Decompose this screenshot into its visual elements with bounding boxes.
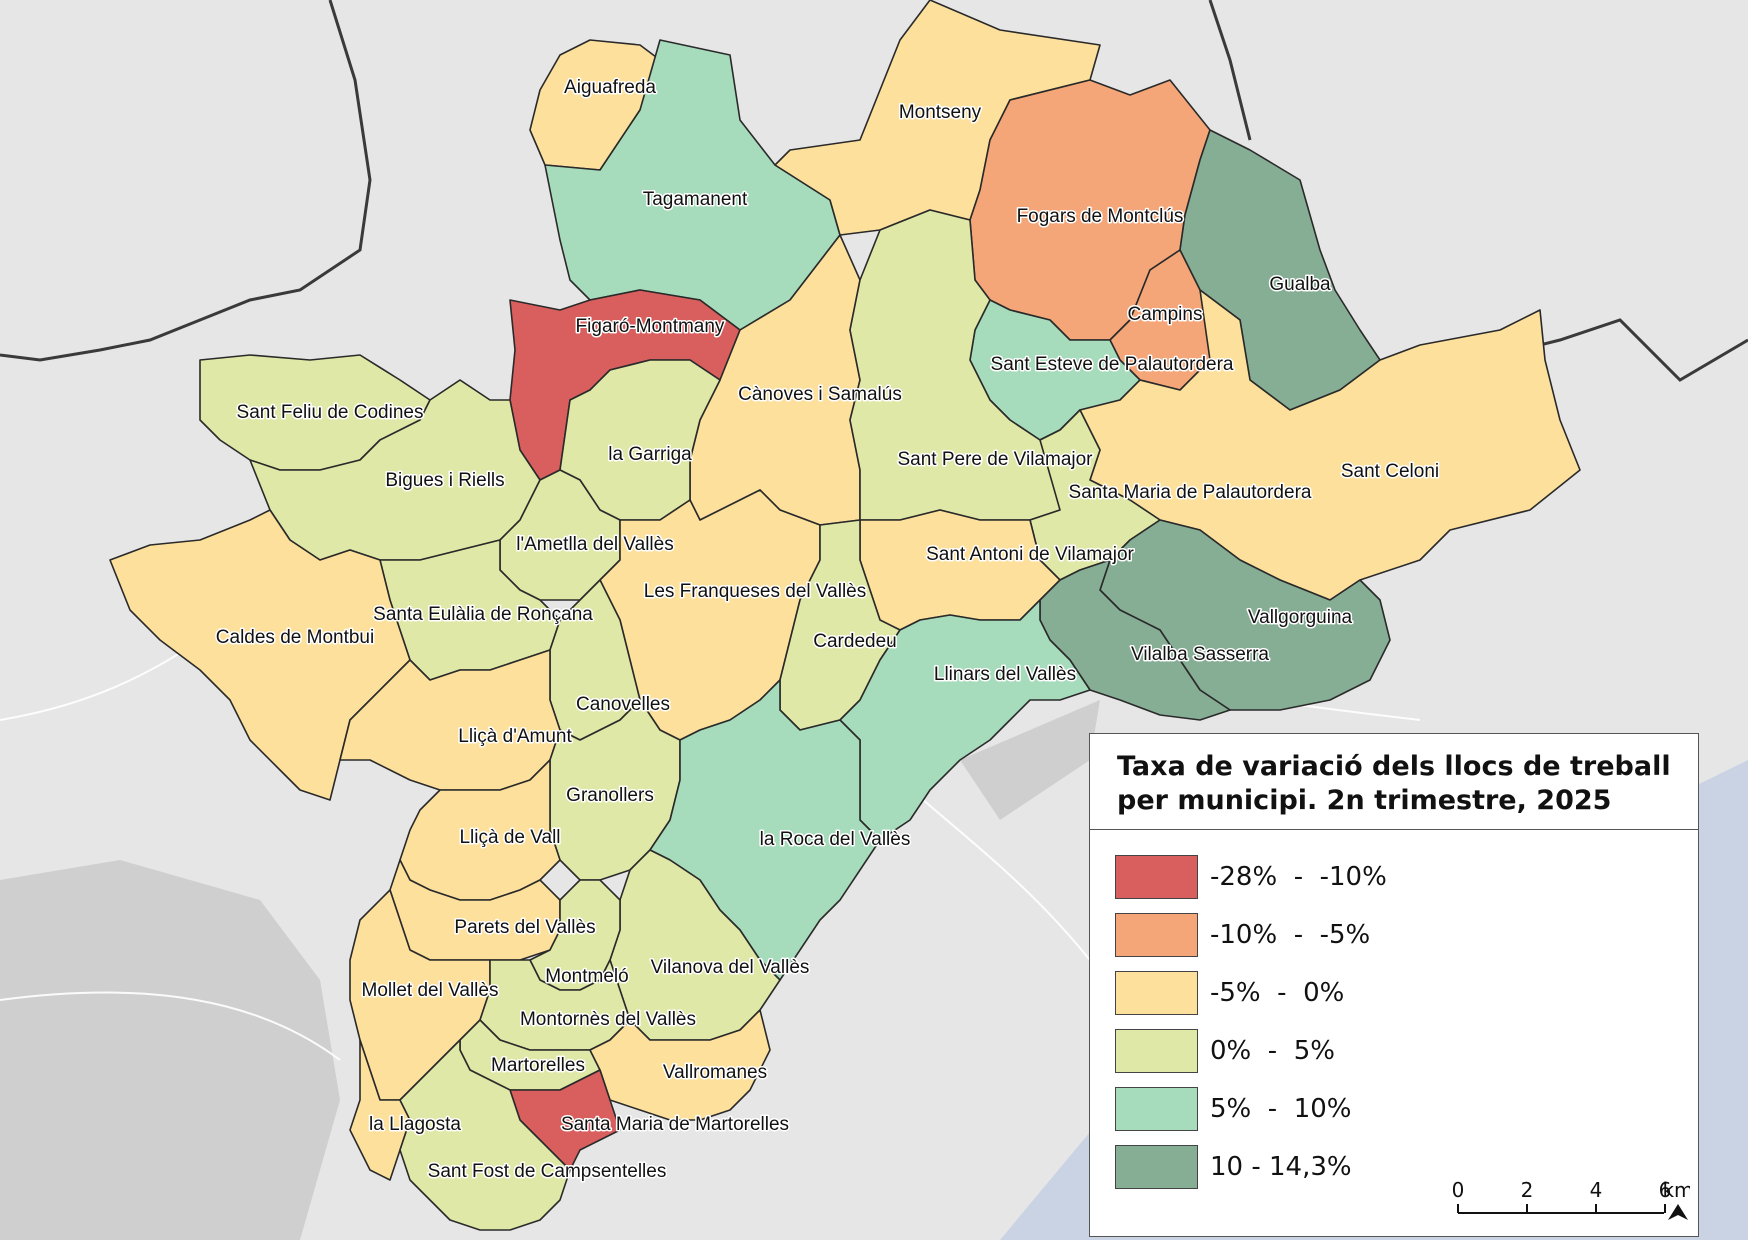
municipality-label-vilalba: Vilalba Sasserra (1131, 644, 1269, 665)
legend-label: -28% - -10% (1210, 862, 1387, 892)
municipality-label-bigues: Bigues i Riells (385, 470, 504, 491)
municipality-label-vilanova: Vilanova del Vallès (651, 957, 810, 978)
legend-label: 10 - 14,3% (1210, 1152, 1352, 1182)
legend-label: 0% - 5% (1210, 1036, 1335, 1066)
legend: Taxa de variació dels llocs de treball p… (1089, 733, 1699, 1237)
legend-label: 5% - 10% (1210, 1094, 1352, 1124)
municipality-santfost (399, 1039, 571, 1231)
municipality-label-vallromanes: Vallromanes (663, 1062, 767, 1083)
urban-area (960, 700, 1100, 820)
municipality-label-canovelles: Canovelles (576, 694, 670, 715)
municipality-label-montmelo: Montmeló (545, 966, 628, 987)
legend-swatch (1115, 1087, 1198, 1131)
municipality-label-santamariapal: Santa Maria de Palautordera (1069, 482, 1312, 503)
municipality-santceloni (1079, 289, 1581, 601)
municipality-label-montseny: Montseny (899, 102, 982, 123)
municipality-label-lagarriga: la Garriga (608, 444, 692, 465)
urban-area (0, 860, 340, 1240)
scale-tick-label: 0 (1452, 1178, 1465, 1202)
municipality-label-granollers: Granollers (566, 785, 654, 806)
legend-item: -10% - -5% (1115, 912, 1370, 958)
north-arrow-icon (1668, 1204, 1688, 1220)
municipality-label-canoves: Cànoves i Samalús (738, 384, 902, 405)
region-border (0, 0, 372, 362)
municipality-label-llicavall: Lliçà de Vall (459, 827, 560, 848)
municipality-label-cardedeu: Cardedeu (813, 631, 896, 652)
scale-tick-label: 4 (1590, 1178, 1603, 1202)
municipality-label-figaro: Figaró-Montmany (576, 316, 725, 337)
legend-swatch (1115, 1145, 1198, 1189)
legend-swatch (1115, 1029, 1198, 1073)
legend-swatch (1115, 971, 1198, 1015)
municipality-label-llicamunt: Lliçà d'Amunt (458, 726, 572, 747)
legend-label: -10% - -5% (1210, 920, 1371, 950)
legend-item: -28% - -10% (1115, 854, 1387, 900)
municipality-label-tagamanent: Tagamanent (643, 189, 748, 210)
municipality-label-santesteve: Sant Esteve de Palautordera (991, 354, 1234, 375)
municipality-label-santpere: Sant Pere de Vilamajor (897, 449, 1093, 470)
scale-unit: km (1662, 1178, 1690, 1202)
scale-bar: 0 2 4 6 km (1452, 1178, 1690, 1220)
municipality-label-montornes: Montornès del Vallès (520, 1009, 696, 1030)
municipality-label-santantoni: Sant Antoni de Vilamajor (926, 544, 1134, 565)
legend-item: -5% - 0% (1115, 970, 1344, 1016)
municipality-label-santfost: Sant Fost de Campsentelles (428, 1161, 667, 1182)
municipality-label-aiguafreda: Aiguafreda (564, 77, 656, 98)
municipality-label-santceloni: Sant Celoni (1341, 461, 1439, 482)
municipality-label-santfeliu: Sant Feliu de Codines (237, 402, 424, 423)
municipality-label-santamariamart: Santa Maria de Martorelles (561, 1114, 789, 1135)
municipality-label-llagosta: la Llagosta (369, 1114, 461, 1135)
scale-tick-label: 6 (1659, 1178, 1672, 1202)
municipality-label-mollet: Mollet del Vallès (362, 980, 499, 1001)
municipality-vallromanes (589, 1009, 771, 1121)
legend-title: Taxa de variació dels llocs de treball p… (1090, 734, 1698, 830)
municipality-label-caldes: Caldes de Montbui (216, 627, 374, 648)
municipality-label-vallgorguina: Vallgorguina (1248, 607, 1353, 628)
legend-swatch (1115, 913, 1198, 957)
road-line (0, 991, 341, 1061)
municipality-label-ametlla: l'Ametlla del Vallès (516, 534, 673, 555)
municipality-llagosta (349, 1039, 411, 1181)
municipality-label-laroca: la Roca del Vallès (760, 829, 911, 850)
legend-swatch (1115, 855, 1198, 899)
municipality-label-martorelles: Martorelles (491, 1055, 585, 1076)
municipality-label-llinars: Llinars del Vallès (934, 664, 1076, 685)
municipality-label-parets: Parets del Vallès (454, 917, 595, 938)
legend-item: 10 - 14,3% (1115, 1144, 1352, 1190)
municipality-label-santaeulalia: Santa Eulàlia de Ronçana (373, 604, 593, 625)
municipality-label-gualba: Gualba (1269, 274, 1331, 295)
legend-item: 0% - 5% (1115, 1028, 1335, 1074)
legend-label: -5% - 0% (1210, 978, 1345, 1008)
municipality-label-franqueses: Les Franqueses del Vallès (644, 581, 867, 602)
municipality-label-campins: Campins (1128, 304, 1203, 325)
scale-tick-label: 2 (1521, 1178, 1534, 1202)
legend-item: 5% - 10% (1115, 1086, 1351, 1132)
region-border (1208, 0, 1252, 141)
municipality-label-fogars: Fogars de Montclús (1017, 206, 1184, 227)
